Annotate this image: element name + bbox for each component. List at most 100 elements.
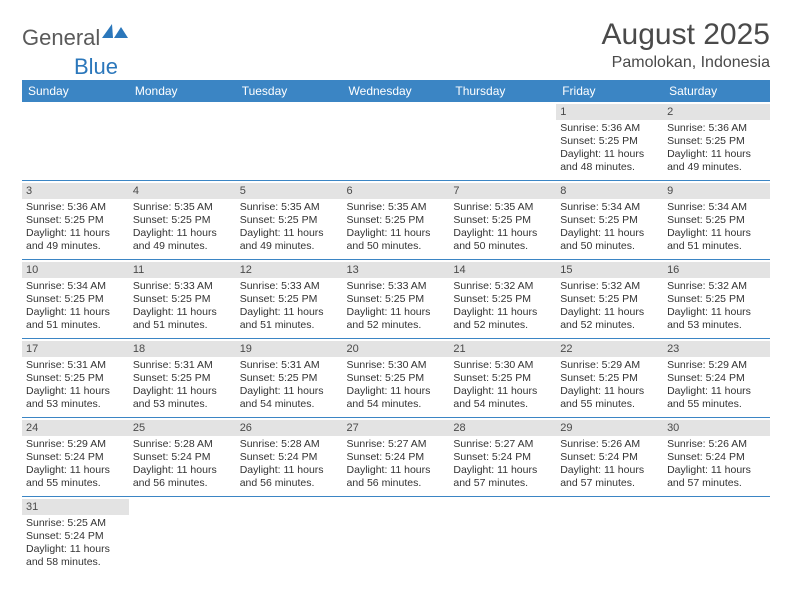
day-info: Sunrise: 5:27 AMSunset: 5:24 PMDaylight:… [347, 438, 446, 491]
month-title: August 2025 [602, 18, 770, 52]
day-info: Sunrise: 5:32 AMSunset: 5:25 PMDaylight:… [667, 280, 766, 333]
day-cell: 5 Sunrise: 5:35 AMSunset: 5:25 PMDaylight… [236, 181, 343, 260]
day-cell: 28Sunrise: 5:27 AMSunset: 5:24 PMDayligh… [449, 418, 556, 497]
day-number: 10 [22, 262, 129, 278]
day-info: Sunrise: 5:26 AMSunset: 5:24 PMDaylight:… [667, 438, 766, 491]
day-info: Sunrise: 5:32 AMSunset: 5:25 PMDaylight:… [453, 280, 552, 333]
day-header: Tuesday [236, 80, 343, 102]
day-info: Sunrise: 5:36 AMSunset: 5:25 PMDaylight:… [26, 201, 125, 254]
calendar-body: 1Sunrise: 5:36 AMSunset: 5:25 PMDaylight… [22, 102, 770, 575]
day-cell: 12 Sunrise: 5:33 AMSunset: 5:25 PMDayligh… [236, 260, 343, 339]
day-info: Sunrise: 5:35 AMSunset: 5:25 PMDaylight:… [133, 201, 232, 254]
day-info: Sunrise: 5:35 AMSunset: 5:25 PMDaylight:… [347, 201, 446, 254]
day-cell [129, 102, 236, 181]
day-number: 31 [22, 499, 129, 515]
day-number: 13 [343, 262, 450, 278]
day-cell: 11Sunrise: 5:33 AMSunset: 5:25 PMDayligh… [129, 260, 236, 339]
day-cell: 26Sunrise: 5:28 AMSunset: 5:24 PMDayligh… [236, 418, 343, 497]
week-row: 17Sunrise: 5:31 AMSunset: 5:25 PMDayligh… [22, 339, 770, 418]
week-row: 10Sunrise: 5:34 AMSunset: 5:25 PMDayligh… [22, 260, 770, 339]
day-header: Friday [556, 80, 663, 102]
day-cell: 8 Sunrise: 5:34 AMSunset: 5:25 PMDaylight… [556, 181, 663, 260]
day-cell [663, 497, 770, 576]
day-header: Saturday [663, 80, 770, 102]
day-cell: 25Sunrise: 5:28 AMSunset: 5:24 PMDayligh… [129, 418, 236, 497]
day-cell: 17 Sunrise: 5:31 AMSunset: 5:25 PMDayligh… [22, 339, 129, 418]
day-info: Sunrise: 5:34 AMSunset: 5:25 PMDaylight:… [560, 201, 659, 254]
day-number: 21 [449, 341, 556, 357]
day-number: 9 [663, 183, 770, 199]
day-info: Sunrise: 5:26 AMSunset: 5:24 PMDaylight:… [560, 438, 659, 491]
flag-icon [102, 24, 128, 45]
day-number: 4 [129, 183, 236, 199]
day-cell: 27 Sunrise: 5:27 AMSunset: 5:24 PMDayligh… [343, 418, 450, 497]
day-cell: 16 Sunrise: 5:32 AMSunset: 5:25 PMDayligh… [663, 260, 770, 339]
day-header: Wednesday [343, 80, 450, 102]
day-cell [449, 102, 556, 181]
day-cell: 22Sunrise: 5:29 AMSunset: 5:25 PMDayligh… [556, 339, 663, 418]
day-cell: 6 Sunrise: 5:35 AMSunset: 5:25 PMDaylight… [343, 181, 450, 260]
week-row: 31 Sunrise: 5:25 AMSunset: 5:24 PMDayligh… [22, 497, 770, 576]
day-header: Thursday [449, 80, 556, 102]
day-cell: 31 Sunrise: 5:25 AMSunset: 5:24 PMDayligh… [22, 497, 129, 576]
title-block: August 2025 Pamolokan, Indonesia [602, 18, 770, 72]
day-number: 7 [449, 183, 556, 199]
day-number: 15 [556, 262, 663, 278]
day-info: Sunrise: 5:31 AMSunset: 5:25 PMDaylight:… [133, 359, 232, 412]
day-info: Sunrise: 5:36 AMSunset: 5:25 PMDaylight:… [667, 122, 766, 175]
day-cell: 7 Sunrise: 5:35 AMSunset: 5:25 PMDaylight… [449, 181, 556, 260]
day-cell [556, 497, 663, 576]
day-number: 5 [236, 183, 343, 199]
day-number: 2 [663, 104, 770, 120]
day-info: Sunrise: 5:29 AMSunset: 5:24 PMDaylight:… [667, 359, 766, 412]
day-info: Sunrise: 5:32 AMSunset: 5:25 PMDaylight:… [560, 280, 659, 333]
day-info: Sunrise: 5:36 AMSunset: 5:25 PMDaylight:… [560, 122, 659, 175]
day-cell [236, 497, 343, 576]
day-cell: 18 Sunrise: 5:31 AMSunset: 5:25 PMDayligh… [129, 339, 236, 418]
day-number: 3 [22, 183, 129, 199]
week-row: 3 Sunrise: 5:36 AMSunset: 5:25 PMDaylight… [22, 181, 770, 260]
day-info: Sunrise: 5:33 AMSunset: 5:25 PMDaylight:… [347, 280, 446, 333]
day-number: 12 [236, 262, 343, 278]
day-cell: 15 Sunrise: 5:32 AMSunset: 5:25 PMDayligh… [556, 260, 663, 339]
day-number: 20 [343, 341, 450, 357]
day-info: Sunrise: 5:31 AMSunset: 5:25 PMDaylight:… [26, 359, 125, 412]
logo-text-general: General [22, 25, 100, 51]
day-cell: 10Sunrise: 5:34 AMSunset: 5:25 PMDayligh… [22, 260, 129, 339]
day-number: 23 [663, 341, 770, 357]
day-cell: 1 Sunrise: 5:36 AMSunset: 5:25 PMDaylight… [556, 102, 663, 181]
day-number: 26 [236, 420, 343, 436]
day-cell: 3 Sunrise: 5:36 AMSunset: 5:25 PMDaylight… [22, 181, 129, 260]
day-number: 22 [556, 341, 663, 357]
day-info: Sunrise: 5:25 AMSunset: 5:24 PMDaylight:… [26, 517, 125, 570]
day-info: Sunrise: 5:33 AMSunset: 5:25 PMDaylight:… [240, 280, 339, 333]
day-number: 24 [22, 420, 129, 436]
day-cell [343, 497, 450, 576]
day-number: 17 [22, 341, 129, 357]
day-cell: 14 Sunrise: 5:32 AMSunset: 5:25 PMDayligh… [449, 260, 556, 339]
day-number: 28 [449, 420, 556, 436]
day-cell: 30Sunrise: 5:26 AMSunset: 5:24 PMDayligh… [663, 418, 770, 497]
day-number: 8 [556, 183, 663, 199]
location-label: Pamolokan, Indonesia [602, 54, 770, 72]
day-number: 14 [449, 262, 556, 278]
day-cell: 23 Sunrise: 5:29 AMSunset: 5:24 PMDayligh… [663, 339, 770, 418]
day-header-row: SundayMondayTuesdayWednesdayThursdayFrid… [22, 80, 770, 102]
day-info: Sunrise: 5:31 AMSunset: 5:25 PMDaylight:… [240, 359, 339, 412]
day-number: 16 [663, 262, 770, 278]
day-number: 27 [343, 420, 450, 436]
day-cell [236, 102, 343, 181]
day-header: Sunday [22, 80, 129, 102]
day-cell: 9 Sunrise: 5:34 AMSunset: 5:25 PMDaylight… [663, 181, 770, 260]
day-cell: 13 Sunrise: 5:33 AMSunset: 5:25 PMDayligh… [343, 260, 450, 339]
day-info: Sunrise: 5:30 AMSunset: 5:25 PMDaylight:… [453, 359, 552, 412]
day-number: 18 [129, 341, 236, 357]
day-number: 11 [129, 262, 236, 278]
week-row: 1Sunrise: 5:36 AMSunset: 5:25 PMDaylight… [22, 102, 770, 181]
day-info: Sunrise: 5:34 AMSunset: 5:25 PMDaylight:… [667, 201, 766, 254]
day-number: 6 [343, 183, 450, 199]
day-number: 1 [556, 104, 663, 120]
day-info: Sunrise: 5:35 AMSunset: 5:25 PMDaylight:… [240, 201, 339, 254]
day-info: Sunrise: 5:35 AMSunset: 5:25 PMDaylight:… [453, 201, 552, 254]
day-cell [129, 497, 236, 576]
